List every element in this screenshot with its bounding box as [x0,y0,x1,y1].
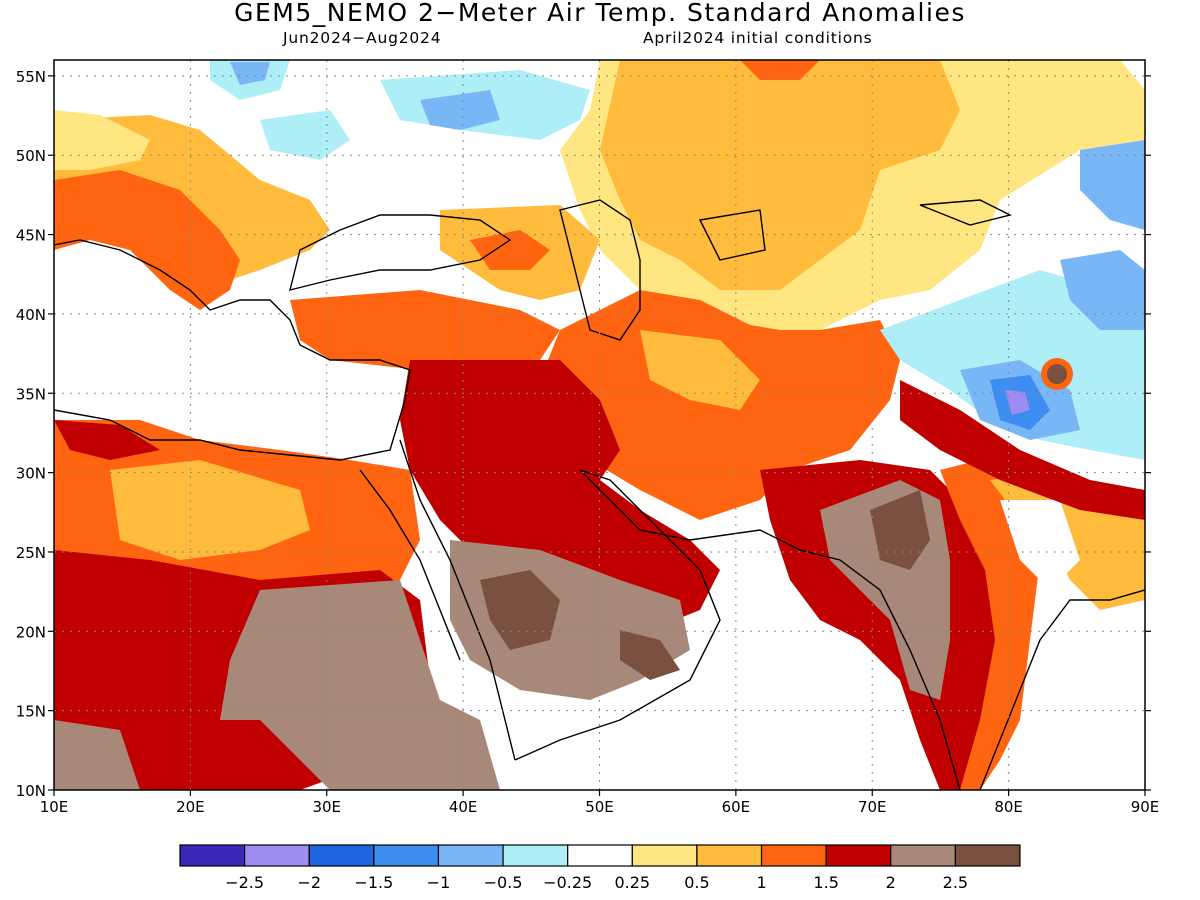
color-bar-swatch [954,844,1021,867]
lon-tick-label: 50E [585,798,614,816]
lon-tick-label: 90E [1131,798,1160,816]
color-bar-swatch [502,844,569,867]
lon-tick-label: 80E [994,798,1023,816]
color-bar-labels: −2.5 −2 −1.5 −1 −0.5 −0.25 0.25 0.5 1 1.5 2 2.5 [225,873,968,892]
lon-tick-label: 10E [40,798,69,816]
color-bar-swatch [244,844,310,867]
graticule [54,60,1145,790]
longitude-axis: 10E 20E 30E 40E 50E 60E 70E 80E 90E [40,790,1160,816]
lat-tick-label: 45N [16,227,46,245]
color-bar-label: 1 [756,873,766,892]
coastlines [54,199,1145,790]
lon-tick-label: 70E [858,798,887,816]
color-bar-label: −1.5 [354,873,393,892]
color-bar-label: 0.25 [614,873,650,892]
lon-tick-label: 20E [176,798,205,816]
color-bar-swatch [373,844,440,867]
lat-tick-label: 20N [16,623,46,641]
color-bar-label: −2 [297,873,321,892]
color-bar-label: −0.5 [484,873,523,892]
color-bar-label: 0.5 [684,873,709,892]
color-bar-swatch [696,844,763,867]
color-bar-label: 2 [886,873,896,892]
color-bar-swatch [567,844,633,867]
lat-tick-label: 25N [16,544,46,562]
color-bar-label: −1 [427,873,451,892]
lon-tick-label: 60E [722,798,751,816]
color-bar-swatch [179,844,246,867]
color-bar-label: 2.5 [943,873,968,892]
latitude-axis: 10N 15N 20N 25N 30N 35N 40N 45N 50N 55N [16,68,1151,800]
lat-tick-label: 55N [16,68,46,86]
color-bar-swatch [890,844,956,867]
color-bar-swatch [308,844,375,867]
color-bar-swatch [437,844,504,867]
lat-tick-label: 35N [16,385,46,403]
color-bar-label: 1.5 [813,873,838,892]
initial-conditions: April2024 initial conditions [643,29,873,47]
lat-tick-label: 30N [16,465,46,483]
color-bar-label: −0.25 [543,873,592,892]
lon-tick-label: 40E [449,798,478,816]
color-bar-label: −2.5 [225,873,264,892]
lat-tick-label: 15N [16,703,46,721]
lat-tick-label: 10N [16,782,46,800]
forecast-period: Jun2024−Aug2024 [283,29,442,47]
color-bar [179,844,1021,867]
lon-tick-label: 30E [312,798,341,816]
lat-tick-label: 50N [16,147,46,165]
color-bar-swatch [631,844,698,867]
anomaly-fields [54,60,1145,790]
map-title: GEM5_NEMO 2−Meter Air Temp. Standard Ano… [234,0,966,27]
color-bar-swatch [825,844,892,867]
color-bar-swatch [760,844,827,867]
lat-tick-label: 40N [16,306,46,324]
